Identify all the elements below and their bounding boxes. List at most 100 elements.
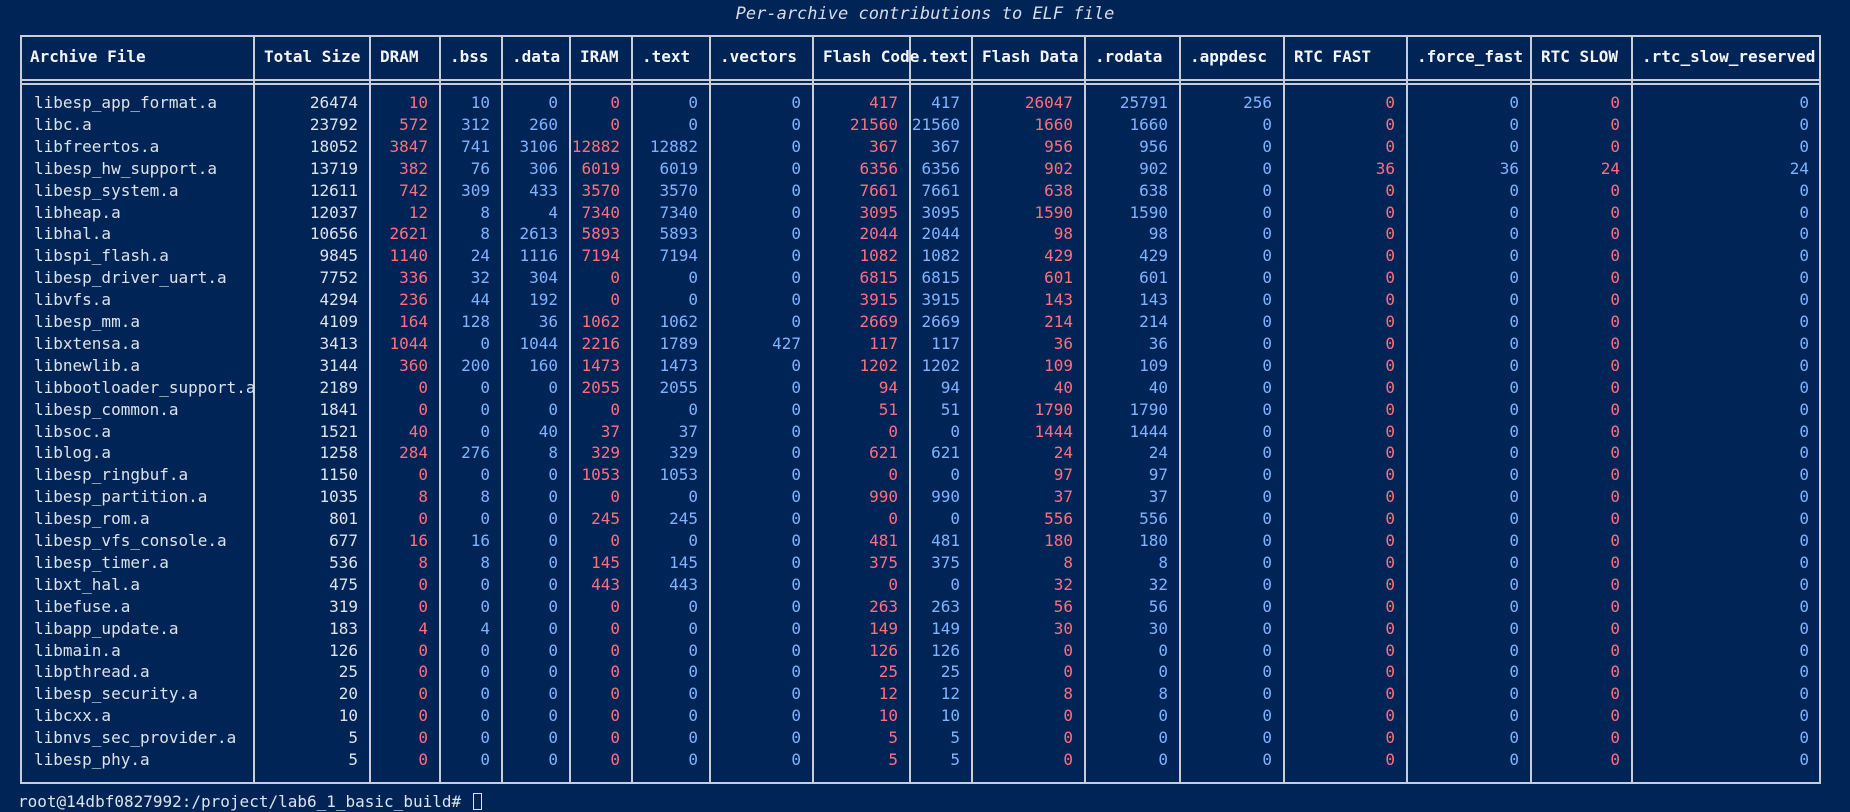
column-header-flash-data: Flash Data <box>982 47 1079 66</box>
cell-appdesc: 0 <box>1262 355 1272 375</box>
cell-vectors: 0 <box>791 596 801 616</box>
cell-vectors: 0 <box>791 443 801 463</box>
cell-rodata: 902 <box>1139 158 1168 178</box>
cell-text: 0 <box>688 399 698 419</box>
cell-total: 183 <box>329 618 358 638</box>
column-divider <box>1631 35 1633 784</box>
cell-force-fast: 0 <box>1509 246 1519 266</box>
cell-force-fast: 0 <box>1509 399 1519 419</box>
cell-text: 0 <box>688 487 698 507</box>
cell-total: 3144 <box>319 355 358 375</box>
archive-name-cell: libesp_driver_uart.a <box>34 268 227 288</box>
cell-flash-data: 36 <box>1053 333 1073 353</box>
cell-iram: 0 <box>610 93 620 112</box>
cell-dram: 40 <box>408 421 428 441</box>
cell-iram: 0 <box>610 662 620 682</box>
archive-name-cell: libpthread.a <box>34 662 150 682</box>
cell-rtc-slow-reserved: 0 <box>1799 312 1809 331</box>
archive-name-cell: libesp_ringbuf.a <box>34 465 189 485</box>
cell-force-fast: 0 <box>1509 684 1519 704</box>
cell-iram: 0 <box>610 728 620 748</box>
shell-prompt[interactable]: root@14dbf0827992:/project/lab6_1_basic_… <box>18 792 482 812</box>
cell-flash-data: 26047 <box>1024 93 1073 112</box>
cell-text: 329 <box>669 443 698 463</box>
table-row: libesp_vfs_console.a 677 16 16 0 0 0 0 481 481 180… <box>20 530 1821 552</box>
cell-force-fast: 0 <box>1509 180 1519 200</box>
cell-data: 0 <box>548 509 558 529</box>
cell-total: 3413 <box>319 333 358 353</box>
cell-flash-code: 12 <box>878 684 898 704</box>
column-header-appdesc: .appdesc <box>1190 47 1268 66</box>
table-row: libesp_hw_support.a 13719 382 76 306 6019 6019… <box>20 158 1821 180</box>
cell-data: 0 <box>548 662 558 682</box>
cell-rtc-slow: 0 <box>1610 443 1620 463</box>
cell-rtc-slow-reserved: 0 <box>1799 202 1809 222</box>
cell-force-fast: 0 <box>1509 333 1519 353</box>
cell-flash-code: 263 <box>869 596 898 616</box>
cell-appdesc: 0 <box>1262 596 1272 616</box>
cell-data: 0 <box>548 465 558 485</box>
cell-appdesc: 0 <box>1262 640 1272 660</box>
cell-appdesc: 0 <box>1262 684 1272 704</box>
cell-iram: 0 <box>610 640 620 660</box>
cell-rodata: 8 <box>1158 684 1168 704</box>
archive-name-cell: libcxx.a <box>34 706 112 726</box>
cell-bss: 0 <box>480 574 490 594</box>
cell-total: 13719 <box>309 158 358 178</box>
cell-flash-data: 98 <box>1053 224 1073 244</box>
cell-rtc-fast: 0 <box>1385 531 1395 550</box>
cell-vectors: 427 <box>772 333 801 353</box>
cell-flash-text: 1202 <box>921 355 960 375</box>
cell-force-fast: 0 <box>1509 750 1519 769</box>
cell-vectors: 0 <box>791 377 801 397</box>
cell-data: 40 <box>538 421 558 441</box>
cell-text: 443 <box>669 574 698 594</box>
cell-appdesc: 0 <box>1262 377 1272 397</box>
cell-bss: 24 <box>470 246 490 266</box>
archive-name-cell: libnvs_sec_provider.a <box>34 728 237 748</box>
cell-flash-text: 149 <box>931 618 960 638</box>
cell-data: 260 <box>529 114 558 134</box>
cell-rodata: 180 <box>1139 531 1168 550</box>
column-header-total: Total Size <box>264 47 361 66</box>
column-divider <box>253 35 255 784</box>
cell-flash-text: 6356 <box>921 158 960 178</box>
cell-flash-data: 1790 <box>1034 399 1073 419</box>
column-divider <box>909 35 911 784</box>
cell-appdesc: 0 <box>1262 268 1272 288</box>
cell-appdesc: 0 <box>1262 399 1272 419</box>
cell-rodata: 556 <box>1139 509 1168 529</box>
cell-flash-text: 0 <box>950 509 960 529</box>
cell-vectors: 0 <box>791 552 801 572</box>
cell-rtc-fast: 0 <box>1385 552 1395 572</box>
cell-rtc-slow-reserved: 0 <box>1799 728 1809 748</box>
cell-flash-text: 2044 <box>921 224 960 244</box>
cell-vectors: 0 <box>791 246 801 266</box>
cell-rtc-slow-reserved: 24 <box>1789 158 1809 178</box>
cell-force-fast: 0 <box>1509 443 1519 463</box>
cell-flash-data: 0 <box>1063 750 1073 769</box>
cell-flash-data: 0 <box>1063 662 1073 682</box>
cell-vectors: 0 <box>791 487 801 507</box>
cell-rodata: 0 <box>1158 640 1168 660</box>
cell-total: 25 <box>338 662 358 682</box>
cell-appdesc: 0 <box>1262 421 1272 441</box>
cell-vectors: 0 <box>791 158 801 178</box>
cell-flash-data: 214 <box>1044 312 1073 331</box>
cell-rtc-slow: 0 <box>1610 574 1620 594</box>
cell-text: 37 <box>678 421 698 441</box>
column-header-rtc-slow: RTC SLOW <box>1541 47 1619 66</box>
cell-flash-text: 2669 <box>921 312 960 331</box>
cell-vectors: 0 <box>791 202 801 222</box>
cell-flash-data: 902 <box>1044 158 1073 178</box>
table-row: libnvs_sec_provider.a 5 0 0 0 0 0 0 5 5 0 0 0 0 0 0 0 <box>20 727 1821 749</box>
archive-name-cell: libesp_common.a <box>34 399 179 419</box>
cell-rtc-slow-reserved: 0 <box>1799 509 1809 529</box>
cell-rtc-slow-reserved: 0 <box>1799 684 1809 704</box>
cell-flash-text: 21560 <box>911 114 960 134</box>
cell-dram: 382 <box>399 158 428 178</box>
cell-appdesc: 0 <box>1262 333 1272 353</box>
cell-rtc-fast: 0 <box>1385 487 1395 507</box>
table-row: libbootloader_support.a 2189 0 0 0 2055 2055 0 9… <box>20 377 1821 399</box>
